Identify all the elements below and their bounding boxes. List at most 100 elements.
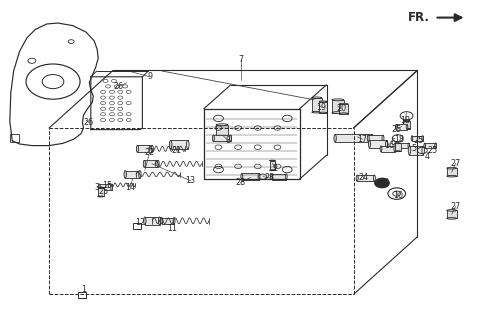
Text: 14: 14 xyxy=(125,183,135,192)
Bar xyxy=(312,98,322,112)
Bar xyxy=(409,146,423,155)
Bar xyxy=(242,173,259,180)
Text: 5: 5 xyxy=(411,144,416,153)
Bar xyxy=(145,217,160,225)
Ellipse shape xyxy=(395,143,401,144)
Ellipse shape xyxy=(212,135,214,141)
Ellipse shape xyxy=(447,210,457,211)
Bar xyxy=(357,175,375,181)
Bar xyxy=(335,134,372,142)
Text: 2: 2 xyxy=(273,164,277,172)
Ellipse shape xyxy=(216,124,228,126)
Ellipse shape xyxy=(173,218,175,224)
Text: 7: 7 xyxy=(238,55,243,64)
Bar xyxy=(447,168,457,176)
Text: 1: 1 xyxy=(81,285,86,294)
Ellipse shape xyxy=(169,140,172,149)
Text: 8: 8 xyxy=(226,136,231,145)
Ellipse shape xyxy=(403,128,410,129)
Bar xyxy=(395,143,401,151)
Ellipse shape xyxy=(159,217,161,225)
Ellipse shape xyxy=(395,151,401,152)
Text: 4: 4 xyxy=(425,152,430,161)
Bar xyxy=(144,160,158,167)
Bar xyxy=(396,124,407,130)
Bar xyxy=(319,101,327,113)
Text: 24: 24 xyxy=(358,173,368,182)
Ellipse shape xyxy=(270,160,275,161)
Text: 25: 25 xyxy=(98,188,108,196)
Ellipse shape xyxy=(339,103,348,105)
Text: 28: 28 xyxy=(264,173,274,182)
Bar xyxy=(137,145,152,152)
Bar xyxy=(98,188,104,196)
Bar xyxy=(78,292,86,298)
Bar xyxy=(339,104,348,114)
Text: 13: 13 xyxy=(186,176,195,185)
Bar xyxy=(369,140,387,148)
Ellipse shape xyxy=(447,175,457,177)
Ellipse shape xyxy=(332,99,344,101)
Bar xyxy=(213,135,230,141)
Bar xyxy=(162,218,174,224)
Ellipse shape xyxy=(319,101,327,102)
Text: 26: 26 xyxy=(83,118,93,127)
Bar xyxy=(170,140,188,149)
Bar xyxy=(397,143,409,148)
Text: 25: 25 xyxy=(427,146,437,155)
Bar xyxy=(133,223,141,229)
Ellipse shape xyxy=(229,135,232,141)
Ellipse shape xyxy=(396,143,397,148)
Text: FR.: FR. xyxy=(408,11,430,24)
Text: 26: 26 xyxy=(114,82,124,91)
Ellipse shape xyxy=(258,173,260,180)
Ellipse shape xyxy=(422,136,424,141)
Ellipse shape xyxy=(319,112,327,113)
Ellipse shape xyxy=(144,217,146,225)
Ellipse shape xyxy=(447,167,457,169)
Text: 9: 9 xyxy=(147,72,152,81)
Ellipse shape xyxy=(385,140,388,148)
Text: 6: 6 xyxy=(390,138,395,147)
Ellipse shape xyxy=(270,170,275,171)
Text: 22: 22 xyxy=(145,148,155,156)
Ellipse shape xyxy=(312,111,322,113)
Ellipse shape xyxy=(98,184,100,190)
Ellipse shape xyxy=(371,134,373,142)
Ellipse shape xyxy=(403,120,410,121)
Ellipse shape xyxy=(98,187,104,188)
Ellipse shape xyxy=(406,124,408,130)
Text: 18: 18 xyxy=(394,135,404,144)
Text: 25: 25 xyxy=(413,136,423,145)
Ellipse shape xyxy=(157,160,159,167)
Bar xyxy=(425,143,436,148)
Text: 27: 27 xyxy=(451,202,461,211)
Text: 15: 15 xyxy=(102,181,112,190)
Ellipse shape xyxy=(339,113,348,114)
Text: 10: 10 xyxy=(393,191,403,200)
Bar xyxy=(125,171,140,178)
Text: 11: 11 xyxy=(167,224,177,233)
Ellipse shape xyxy=(408,146,411,155)
Text: 27: 27 xyxy=(451,159,461,168)
Ellipse shape xyxy=(271,174,273,180)
Ellipse shape xyxy=(151,145,153,152)
Ellipse shape xyxy=(380,146,382,152)
Ellipse shape xyxy=(447,218,457,219)
Ellipse shape xyxy=(408,143,409,148)
Ellipse shape xyxy=(332,112,344,114)
Text: 28: 28 xyxy=(236,178,246,187)
Bar xyxy=(99,184,111,190)
Text: 3: 3 xyxy=(95,183,100,192)
Bar xyxy=(10,134,19,142)
Ellipse shape xyxy=(394,146,396,152)
Ellipse shape xyxy=(373,175,375,181)
Ellipse shape xyxy=(241,173,243,180)
Ellipse shape xyxy=(216,137,228,139)
Ellipse shape xyxy=(187,140,189,149)
Bar xyxy=(447,211,457,219)
Text: 21: 21 xyxy=(172,146,182,155)
Ellipse shape xyxy=(395,124,397,130)
Circle shape xyxy=(375,178,389,188)
Ellipse shape xyxy=(285,174,287,180)
